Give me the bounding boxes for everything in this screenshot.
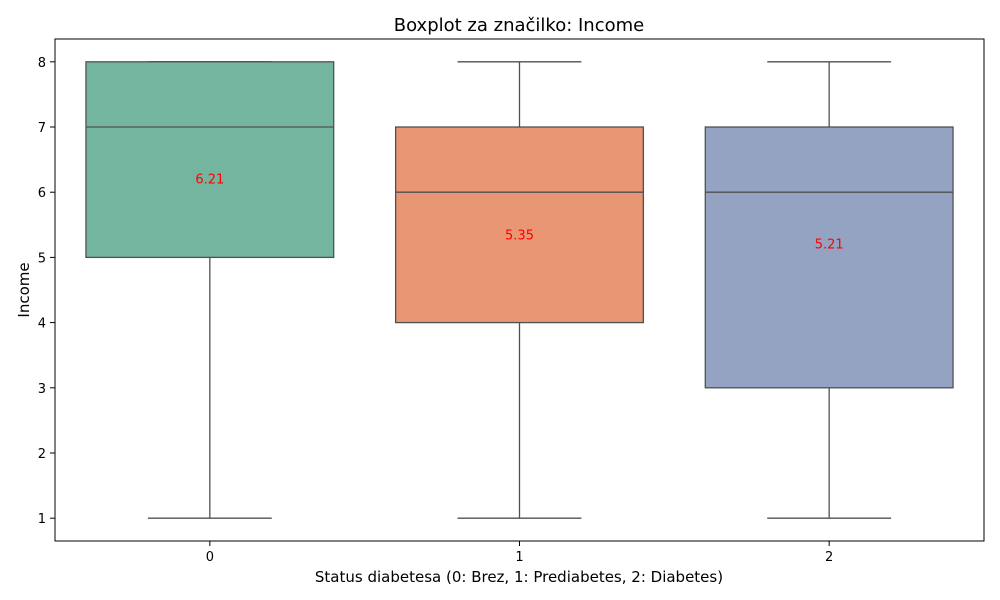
iqr-box bbox=[704, 126, 954, 389]
x-tick-label: 2 bbox=[825, 550, 833, 565]
plot-area: 6.21 5.35 5.21 bbox=[85, 61, 954, 519]
box-group-2: 5.21 bbox=[704, 61, 954, 519]
y-tick-label: 5 bbox=[38, 251, 46, 266]
axes: 1 2 3 4 5 6 7 8 0 1 2 bbox=[38, 38, 985, 565]
y-tick-label: 2 bbox=[38, 447, 46, 462]
iqr-box bbox=[394, 126, 645, 324]
y-tick-label: 7 bbox=[38, 121, 46, 136]
x-tick-label: 0 bbox=[206, 550, 214, 565]
chart-title: Boxplot za značilko: Income bbox=[394, 15, 644, 36]
x-axis-title: Status diabetesa (0: Brez, 1: Prediabete… bbox=[315, 568, 723, 586]
iqr-box bbox=[85, 61, 335, 259]
y-tick-label: 4 bbox=[38, 317, 46, 332]
box-group-0: 6.21 bbox=[85, 61, 335, 519]
y-tick-label: 1 bbox=[38, 512, 46, 527]
mean-label: 6.21 bbox=[195, 173, 224, 188]
box-group-1: 5.35 bbox=[394, 61, 645, 519]
mean-label: 5.21 bbox=[815, 238, 844, 253]
mean-label: 5.35 bbox=[505, 229, 534, 244]
x-tick-label: 1 bbox=[515, 550, 523, 565]
y-tick-label: 3 bbox=[38, 382, 46, 397]
y-tick-label: 6 bbox=[38, 186, 46, 201]
y-tick-label: 8 bbox=[38, 56, 46, 71]
y-axis-title: Income bbox=[15, 262, 33, 317]
